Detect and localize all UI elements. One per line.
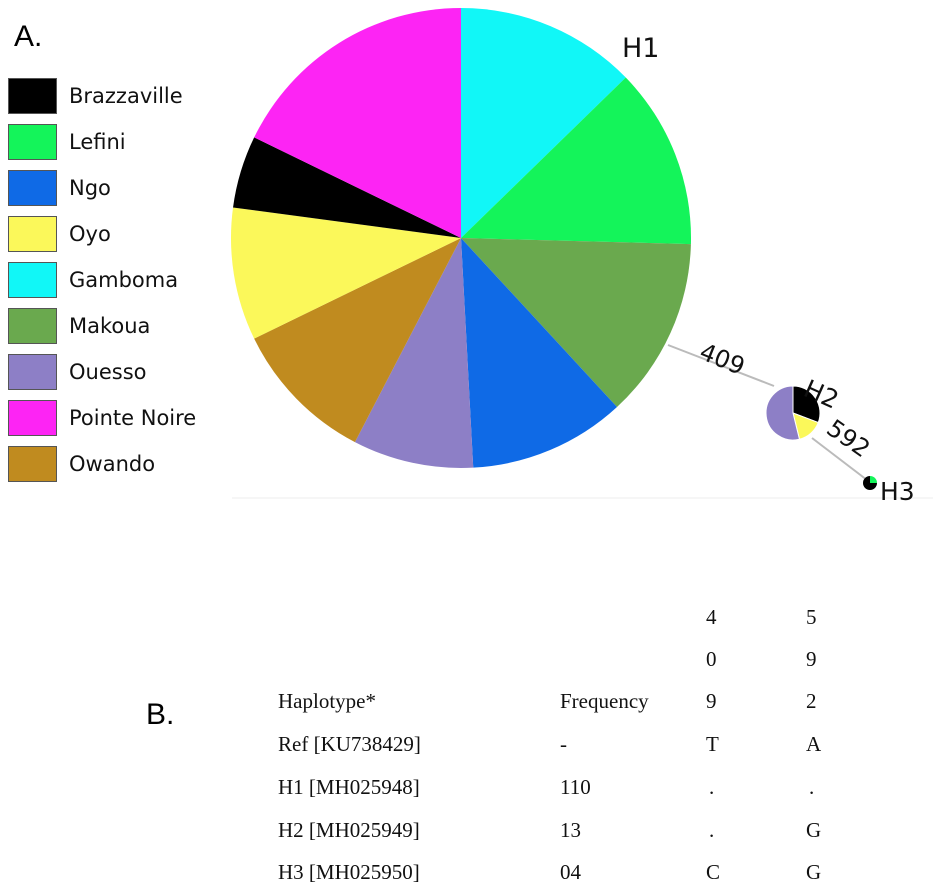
slice-h1-pointe-noire bbox=[254, 8, 461, 238]
legend-label-owando: Owando bbox=[69, 452, 156, 476]
panel-a-label: A. bbox=[14, 20, 43, 53]
node-h2 bbox=[765, 385, 821, 441]
legend-swatch-owando bbox=[8, 446, 57, 482]
slice-h1-ouesso bbox=[354, 238, 474, 468]
legend-swatch-makoua bbox=[8, 308, 57, 344]
slice-h1-makoua bbox=[461, 238, 691, 407]
slice-h3-lefini bbox=[870, 476, 877, 483]
legend-swatch-brazzaville bbox=[8, 78, 57, 114]
node-label-h3: H3 bbox=[880, 477, 915, 506]
legend-item-makoua: Makoua bbox=[8, 303, 196, 349]
row-h3-frequency: 04 bbox=[560, 860, 581, 884]
legend-item-ouesso: Ouesso bbox=[8, 349, 196, 395]
population-legend: Brazzaville Lefini Ngo Oyo Gamboma Makou… bbox=[8, 73, 196, 487]
legend-item-gamboma: Gamboma bbox=[8, 257, 196, 303]
position-409-digit-2: 0 bbox=[706, 647, 717, 671]
header-position-592: 2 bbox=[806, 689, 817, 713]
row-h1-position-409: . bbox=[709, 775, 715, 799]
legend-label-ouesso: Ouesso bbox=[69, 360, 147, 384]
row-h1-position-592: . bbox=[809, 775, 815, 799]
row-ref-position-592: A bbox=[806, 732, 822, 756]
row-ref-haplotype: Ref [KU738429] bbox=[278, 732, 421, 756]
row-h2-position-592: G bbox=[806, 818, 822, 842]
slice-h1-brazzaville bbox=[233, 137, 461, 238]
legend-swatch-ngo bbox=[8, 170, 57, 206]
panel-b-label: B. bbox=[146, 698, 175, 731]
legend-item-pointe-noire: Pointe Noire bbox=[8, 395, 196, 441]
legend-item-ngo: Ngo bbox=[8, 165, 196, 211]
position-592-digit-2: 9 bbox=[806, 647, 817, 671]
row-ref-frequency: - bbox=[560, 732, 567, 756]
legend-swatch-gamboma bbox=[8, 262, 57, 298]
row-ref-position-409: T bbox=[706, 732, 719, 756]
legend-label-pointe-noire: Pointe Noire bbox=[69, 406, 197, 430]
legend-swatch-ouesso bbox=[8, 354, 57, 390]
node-label-h1: H1 bbox=[622, 33, 659, 64]
slice-h1-owando bbox=[254, 238, 461, 443]
legend-swatch-pointe-noire bbox=[8, 400, 57, 436]
slice-h1-oyo bbox=[230, 207, 461, 339]
slice-h1-lefini bbox=[461, 77, 692, 245]
header-position-409: 9 bbox=[706, 689, 717, 713]
legend-swatch-lefini bbox=[8, 124, 57, 160]
row-h3-position-592: G bbox=[806, 860, 822, 884]
slice-h1-gamboma bbox=[461, 7, 626, 238]
row-h3-position-409: C bbox=[706, 860, 721, 884]
position-409-digit-1: 4 bbox=[706, 605, 717, 629]
row-h2-frequency: 13 bbox=[560, 818, 581, 842]
node-h1 bbox=[230, 7, 692, 468]
legend-swatch-oyo bbox=[8, 216, 57, 252]
row-h2-position-409: . bbox=[709, 818, 715, 842]
legend-item-lefini: Lefini bbox=[8, 119, 196, 165]
legend-label-brazzaville: Brazzaville bbox=[69, 84, 183, 108]
legend-item-oyo: Oyo bbox=[8, 211, 196, 257]
legend-label-gamboma: Gamboma bbox=[69, 268, 179, 292]
legend-label-makoua: Makoua bbox=[69, 314, 151, 338]
edge-h2-h3 bbox=[811, 437, 868, 481]
node-h3 bbox=[863, 476, 877, 490]
row-h2-haplotype: H2 [MH025949] bbox=[278, 818, 420, 842]
haplotype-network: H1 H2 H3 409 592 bbox=[230, 7, 933, 506]
header-frequency: Frequency bbox=[560, 689, 649, 713]
slice-h2-brazzaville bbox=[792, 385, 821, 424]
slice-h1-ngo bbox=[461, 238, 618, 468]
legend-item-brazzaville: Brazzaville bbox=[8, 73, 196, 119]
legend-label-oyo: Oyo bbox=[69, 222, 111, 246]
position-592-digit-1: 5 bbox=[806, 605, 817, 629]
row-h3-haplotype: H3 [MH025950] bbox=[278, 860, 420, 884]
edge-h1-h2 bbox=[667, 344, 775, 387]
legend-label-ngo: Ngo bbox=[69, 176, 111, 200]
legend-item-owando: Owando bbox=[8, 441, 196, 487]
row-h1-haplotype: H1 [MH025948] bbox=[278, 775, 420, 799]
slice-h2-ouesso bbox=[765, 385, 801, 441]
header-haplotype: Haplotype* bbox=[278, 689, 376, 713]
legend-label-lefini: Lefini bbox=[69, 130, 126, 154]
row-h1-frequency: 110 bbox=[560, 775, 591, 799]
